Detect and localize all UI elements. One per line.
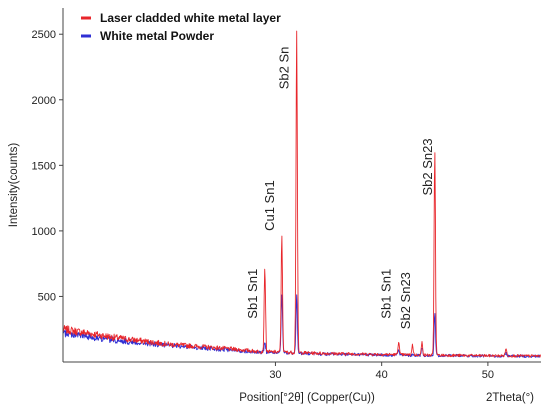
x-axis-unit-label: 2Theta(°) bbox=[486, 392, 534, 404]
legend-label-laser: Laser cladded white metal layer bbox=[100, 11, 281, 25]
y-tick-label: 1000 bbox=[32, 226, 56, 238]
peak-point bbox=[264, 342, 265, 343]
peak-point bbox=[296, 293, 297, 294]
peak-annotation: Sb1 Sn1 bbox=[245, 269, 260, 319]
peak-annotation: Sb2 Sn23 bbox=[398, 272, 413, 329]
peak-annotation: Sb2 Sn23 bbox=[420, 138, 435, 195]
y-tick-label: 1500 bbox=[32, 160, 56, 172]
peak-point bbox=[398, 340, 399, 341]
series-line-powder bbox=[62, 294, 541, 358]
peak-annotations: Sb1 Sn1 Cu1 Sn1 Sb2 Sn Sb1 Sn1 Sb2 Sn23 Sb2 S… bbox=[245, 47, 435, 330]
peak-annotation: Cu1 Sn1 bbox=[262, 180, 277, 231]
y-tick-label: 2500 bbox=[32, 29, 56, 41]
x-tick-label: 40 bbox=[376, 369, 388, 381]
plot-lines bbox=[62, 28, 541, 358]
legend: Laser cladded white metal layer White me… bbox=[81, 11, 281, 43]
peak-point bbox=[412, 344, 413, 345]
y-tick-label: 500 bbox=[38, 291, 56, 303]
x-axis-label: Position[°2θ] (Copper(Cu)) bbox=[239, 392, 375, 404]
peak-point bbox=[434, 312, 435, 313]
peak-point bbox=[264, 267, 265, 268]
peak-annotation: Sb1 Sn1 bbox=[379, 269, 394, 319]
peak-annotation: Sb2 Sn bbox=[277, 47, 292, 90]
y-axis-label: Intensity(counts) bbox=[8, 143, 20, 228]
peak-point bbox=[281, 236, 282, 237]
peak-point bbox=[296, 28, 297, 29]
x-axis-ticks: 30 40 50 bbox=[269, 362, 494, 381]
x-tick-label: 30 bbox=[269, 369, 281, 381]
legend-label-powder: White metal Powder bbox=[100, 29, 214, 43]
peak-point bbox=[505, 348, 506, 349]
series-line-laser-cladded bbox=[62, 30, 541, 358]
y-axis-ticks: 500 1000 1500 2000 2500 bbox=[32, 29, 63, 303]
x-tick-label: 50 bbox=[482, 369, 494, 381]
y-tick-label: 2000 bbox=[32, 95, 56, 107]
peak-point bbox=[421, 342, 422, 343]
